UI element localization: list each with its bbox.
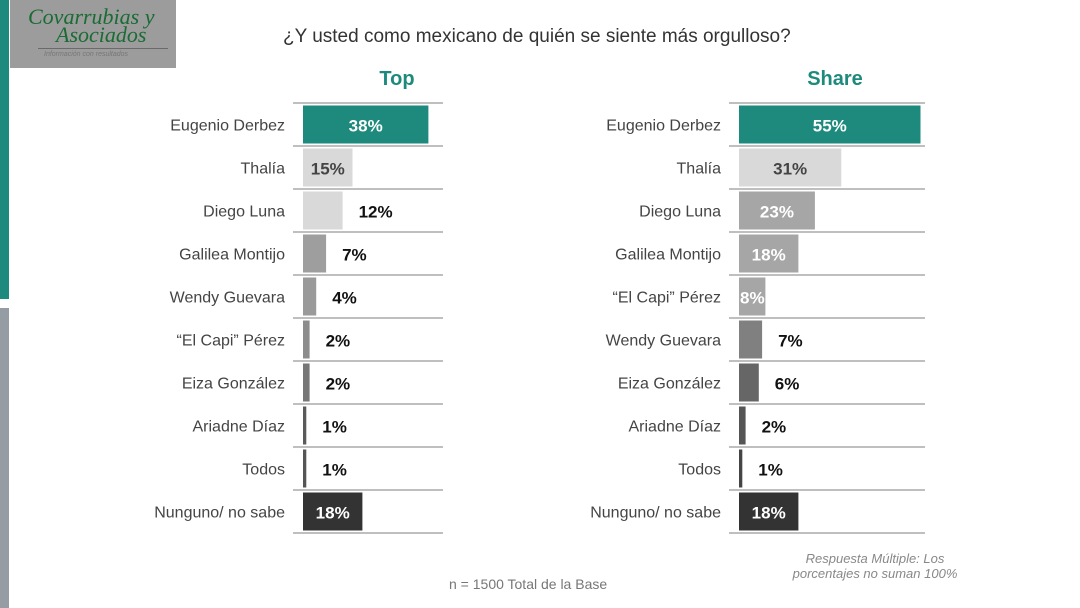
bar: [303, 449, 307, 488]
bar: [303, 148, 353, 187]
category-label: Eugenio Derbez: [170, 118, 285, 135]
category-label: Diego Luna: [639, 204, 721, 221]
gray-side-strip: [0, 308, 9, 608]
bar: [303, 277, 317, 316]
bar: [739, 406, 746, 445]
data-label: 23%: [760, 203, 794, 222]
note-line1: Respuesta Múltiple: Los: [805, 551, 945, 566]
data-label: 38%: [349, 117, 383, 136]
data-label: 18%: [752, 504, 786, 523]
bar: [739, 191, 815, 230]
bar: [739, 492, 799, 531]
category-label: Galilea Montijo: [615, 247, 721, 264]
chart-title-top: Top: [379, 68, 415, 90]
data-label: 2%: [326, 375, 351, 394]
data-label: 2%: [762, 418, 787, 437]
bar: [739, 277, 766, 316]
data-label: 4%: [332, 289, 357, 308]
data-label: 1%: [758, 461, 783, 480]
category-label: Thalía: [677, 161, 722, 178]
category-label: “El Capi” Pérez: [177, 333, 285, 350]
data-label: 7%: [778, 332, 803, 351]
category-label: Nunguno/ no sabe: [590, 505, 721, 522]
logo-line1: Covarrubias y: [28, 4, 155, 29]
category-label: Wendy Guevara: [606, 333, 721, 350]
category-label: Nunguno/ no sabe: [154, 505, 285, 522]
data-label: 8%: [740, 289, 765, 308]
bar: [739, 320, 763, 359]
data-label: 1%: [322, 418, 347, 437]
data-label: 18%: [752, 246, 786, 265]
data-label: 31%: [773, 160, 807, 179]
data-label: 7%: [342, 246, 367, 265]
bar: [739, 449, 743, 488]
page-title: ¿Y usted como mexicano de quién se sient…: [283, 26, 791, 47]
data-label: 1%: [322, 461, 347, 480]
bar: [303, 320, 310, 359]
note-line2: porcentajes no suman 100%: [792, 566, 958, 581]
data-label: 15%: [311, 160, 345, 179]
category-label: Eiza González: [618, 376, 721, 393]
bar: [739, 148, 842, 187]
category-label: Ariadne Díaz: [629, 419, 722, 436]
data-label: 6%: [775, 375, 800, 394]
multiple-response-note: Respuesta Múltiple: Los porcentajes no s…: [770, 551, 980, 581]
data-label: 18%: [316, 504, 350, 523]
bar: [303, 363, 310, 402]
category-label: Todos: [242, 462, 285, 479]
category-label: Ariadne Díaz: [193, 419, 286, 436]
bar: [739, 105, 921, 144]
category-label: Todos: [678, 462, 721, 479]
sample-base-note: n = 1500 Total de la Base: [449, 576, 608, 592]
logo-tagline: Información con resultados: [44, 51, 129, 58]
category-label: “El Capi” Pérez: [613, 290, 721, 307]
bar: [303, 191, 343, 230]
logo-line2: Asociados: [56, 22, 147, 47]
category-label: Thalía: [241, 161, 286, 178]
bar: [739, 234, 799, 273]
bar: [303, 406, 307, 445]
data-label: 55%: [813, 117, 847, 136]
category-label: Eiza González: [182, 376, 285, 393]
data-label: 12%: [359, 203, 393, 222]
bar: [739, 363, 759, 402]
category-label: Wendy Guevara: [170, 290, 285, 307]
category-label: Eugenio Derbez: [606, 118, 721, 135]
bar: [303, 105, 429, 144]
category-label: Galilea Montijo: [179, 247, 285, 264]
data-label: 2%: [326, 332, 351, 351]
logo-rule: [38, 48, 168, 49]
chart-title-share: Share: [807, 68, 863, 90]
category-label: Diego Luna: [203, 204, 285, 221]
company-logo: Covarrubias y Asociados Información con …: [10, 0, 176, 68]
bar: [303, 492, 363, 531]
teal-side-strip: [0, 0, 9, 299]
bar: [303, 234, 327, 273]
